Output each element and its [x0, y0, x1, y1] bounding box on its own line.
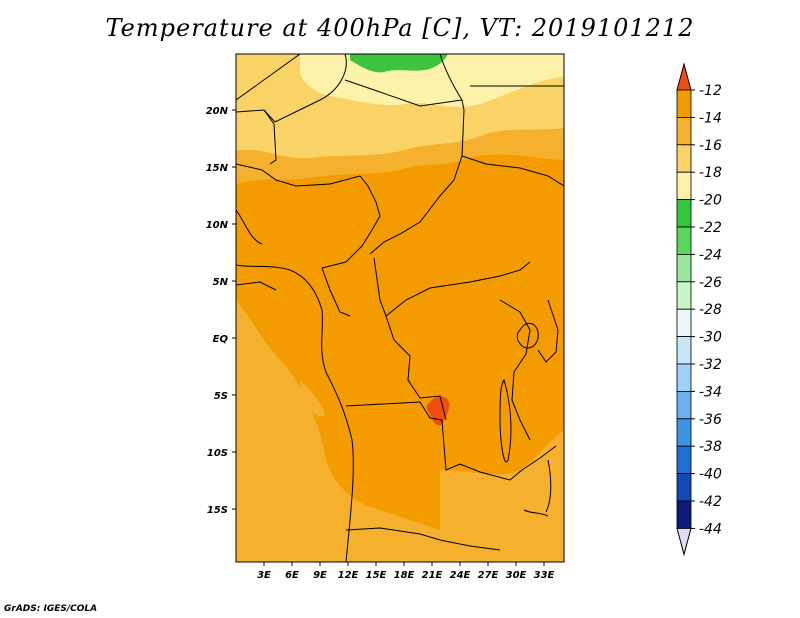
colorbar-swatch	[676, 226, 692, 255]
band-minus-16-18-west	[236, 300, 564, 562]
lake-malawi	[545, 459, 552, 513]
colorbar-label: -12	[699, 83, 722, 99]
lon-label-3e: 3E	[257, 570, 271, 581]
colorbar-label: -40	[699, 467, 722, 483]
lat-label-10n: 10N	[206, 220, 229, 231]
lat-label-5n: 5N	[213, 277, 229, 288]
lon-label-27e: 27E	[478, 570, 499, 581]
lon-label-30e: 30E	[506, 570, 527, 581]
colorbar-label: -22	[699, 220, 722, 236]
colorbar-swatch	[676, 281, 692, 310]
colorbar-swatch	[676, 336, 692, 365]
map-frame	[235, 53, 565, 563]
band-minus-22-24	[350, 54, 448, 73]
colorbar-label: -20	[699, 193, 722, 209]
colorbar-swatch	[676, 199, 692, 228]
colorbar-label: -38	[699, 439, 722, 455]
colorbar-label: -14	[699, 110, 722, 126]
colorbar-swatch	[676, 253, 692, 283]
colorbar-label: -16	[699, 138, 722, 154]
country-borders	[236, 54, 564, 562]
colorbar-swatch	[676, 117, 692, 146]
colorbar-label: -36	[699, 412, 722, 428]
lake-tanganyika	[499, 378, 512, 463]
lon-label-18e: 18E	[394, 570, 415, 581]
colorbar: -12 -14 -16 -18 -20 -22 -24 -26 -28 -30 -32 -34 -36 -…	[676, 62, 722, 557]
colorbar-label: -24	[699, 247, 722, 263]
colorbar-swatch	[676, 500, 692, 529]
colorbar-swatch	[676, 171, 692, 200]
lon-label-33e: 33E	[534, 570, 555, 581]
lat-label-10s: 10S	[207, 448, 228, 459]
lake-kariba	[523, 509, 549, 517]
colorbar-swatch	[676, 363, 692, 392]
colorbar-label: -34	[699, 384, 722, 400]
lon-label-9e: 9E	[313, 570, 327, 581]
lat-label-5s: 5S	[214, 391, 228, 402]
colorbar-label: -32	[699, 357, 722, 373]
band-minus-16-18-coast	[300, 380, 325, 417]
colorbar-label: -44	[699, 521, 722, 537]
lon-label-24e: 24E	[450, 570, 471, 581]
colorbar-swatch	[676, 445, 692, 475]
credit-label: GrADS: IGES/COLA	[4, 604, 98, 614]
lake-victoria	[516, 323, 539, 349]
colorbar-label: -28	[699, 302, 722, 318]
colorbar-swatch	[676, 89, 692, 118]
lakes	[499, 323, 552, 517]
colorbar-swatch	[676, 473, 692, 502]
lon-label-15e: 15E	[366, 570, 387, 581]
lat-label-15n: 15N	[206, 163, 229, 174]
colorbar-swatch	[676, 418, 692, 447]
colorbar-top-triangle	[676, 62, 692, 91]
lon-label-6e: 6E	[285, 570, 299, 581]
lat-label-15s: 15S	[207, 505, 228, 516]
colorbar-swatch	[676, 308, 692, 338]
colorbar-bottom-triangle	[676, 527, 692, 557]
latitude-axis: 20N 15N 10N 5N EQ 5S 10S 15S	[206, 106, 236, 516]
chart-title: Temperature at 400hPa [C], VT: 201910121…	[105, 14, 695, 42]
colorbar-label: -30	[699, 330, 722, 346]
colorbar-label: -26	[699, 275, 722, 291]
lon-label-12e: 12E	[338, 570, 359, 581]
colorbar-swatch	[676, 390, 692, 420]
colorbar-label: -18	[699, 165, 722, 181]
colorbar-swatch	[676, 144, 692, 173]
lat-label-eq: EQ	[213, 334, 229, 345]
lat-label-20n: 20N	[206, 106, 229, 117]
colorbar-label: -42	[699, 494, 722, 510]
lon-label-21e: 21E	[422, 570, 443, 581]
temperature-field	[236, 54, 564, 562]
longitude-axis: 3E 6E 9E 12E 15E 18E 21E 24E 27E 30E 33E	[257, 562, 555, 581]
